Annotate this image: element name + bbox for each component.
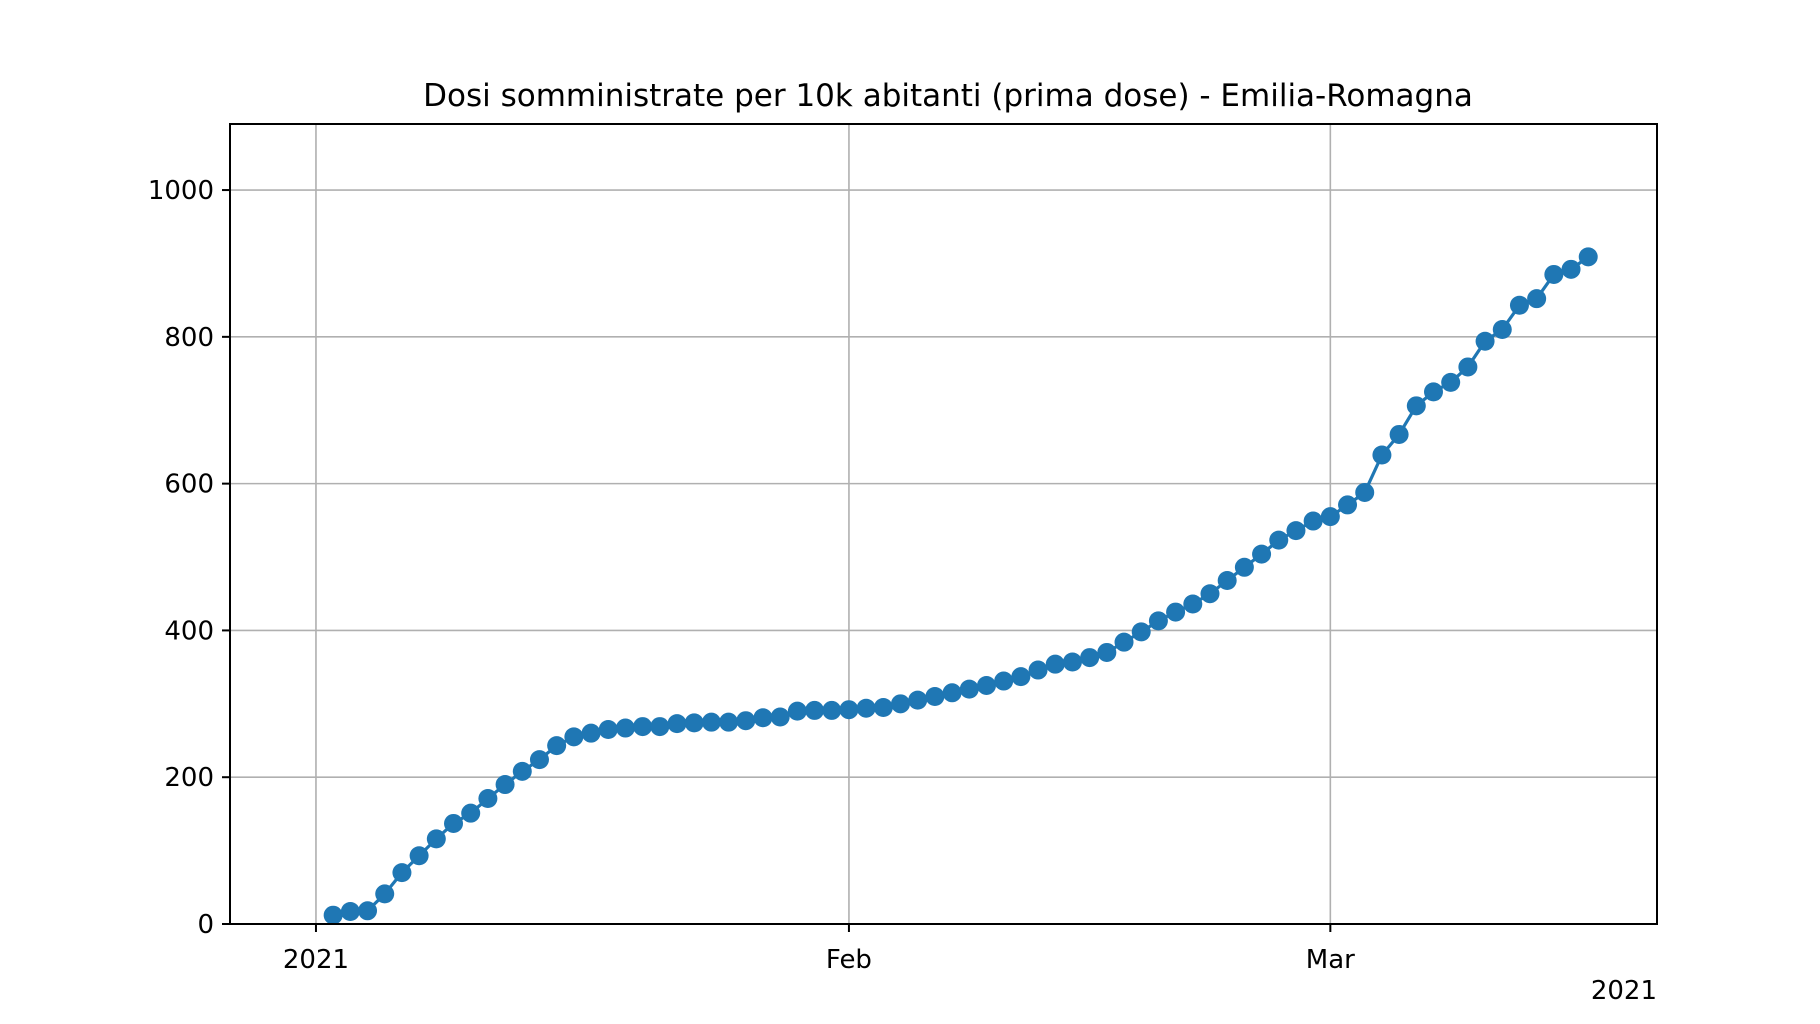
data-point [667,714,687,734]
data-point [495,775,515,795]
data-point [736,711,756,731]
series-layer [323,247,1598,925]
data-point [1338,495,1358,515]
data-point [409,846,429,866]
data-point [375,884,395,904]
tick-layer: 0 200 400 600 800 1000 2021 Feb Mar [148,176,1355,975]
data-point [547,736,567,756]
data-point [1527,289,1547,309]
data-point [615,718,635,738]
data-point [426,829,446,849]
data-point [1406,396,1426,416]
y-tick-label: 0 [197,910,214,940]
x-tick-label: Mar [1306,945,1355,975]
data-point [770,707,790,727]
data-point [1011,667,1031,687]
data-point [959,679,979,699]
data-point [787,701,807,721]
data-point [1286,521,1306,541]
data-point [529,750,549,770]
y-tick-label: 200 [164,763,214,793]
y-tick-label: 400 [164,616,214,646]
data-point [1062,652,1082,672]
data-point [1509,295,1529,315]
data-point [392,863,412,883]
y-tick-label: 1000 [148,176,214,206]
data-point [1320,507,1340,527]
data-point [925,686,945,706]
data-point [1045,654,1065,674]
data-point [805,700,825,720]
data-point [1148,611,1168,631]
y-tick-label: 800 [164,323,214,353]
data-point [1131,622,1151,642]
data-point [1475,331,1495,351]
data-point [633,717,653,737]
data-point [976,675,996,695]
data-point [1114,632,1134,652]
data-point [1389,424,1409,444]
data-point [340,902,360,922]
data-point [1183,594,1203,614]
data-point [719,712,739,732]
data-point [1217,571,1237,591]
data-point [461,803,481,823]
data-point [994,671,1014,691]
data-point [856,698,876,718]
data-point [908,690,928,710]
data-point [839,700,859,720]
data-point [598,720,618,739]
data-point [650,717,670,737]
data-point [512,761,532,781]
data-point [1234,557,1254,577]
data-point [1166,602,1186,622]
data-point [1080,648,1100,668]
data-point [1441,372,1461,392]
data-point [1372,445,1392,465]
x-offset-label: 2021 [1591,976,1657,1006]
data-point [1578,247,1598,267]
data-point [701,712,721,732]
data-point [564,727,584,747]
data-point [1028,660,1048,680]
x-tick-label: 2021 [283,945,349,975]
data-point [444,813,464,833]
data-point [1544,264,1564,284]
data-point [1492,320,1512,339]
data-point [891,694,911,714]
data-point [1097,642,1117,662]
data-point [581,723,601,743]
data-point [873,697,893,717]
y-tick-label: 600 [164,470,214,500]
data-point [1252,544,1272,564]
data-point [1561,259,1581,279]
data-point [822,700,842,720]
data-point [1423,382,1443,402]
data-point [1355,482,1375,502]
data-point [684,713,704,733]
data-point [1303,511,1323,531]
data-point [323,905,343,925]
data-point [1458,357,1478,377]
plot-frame [229,123,1658,925]
data-point [753,708,773,728]
x-tick-label: Feb [826,945,872,975]
data-point [478,789,498,808]
data-point [942,683,962,703]
data-point [1200,584,1220,604]
chart-title: Dosi somministrate per 10k abitanti (pri… [423,78,1473,114]
data-point [1269,530,1289,550]
data-point [358,901,378,921]
